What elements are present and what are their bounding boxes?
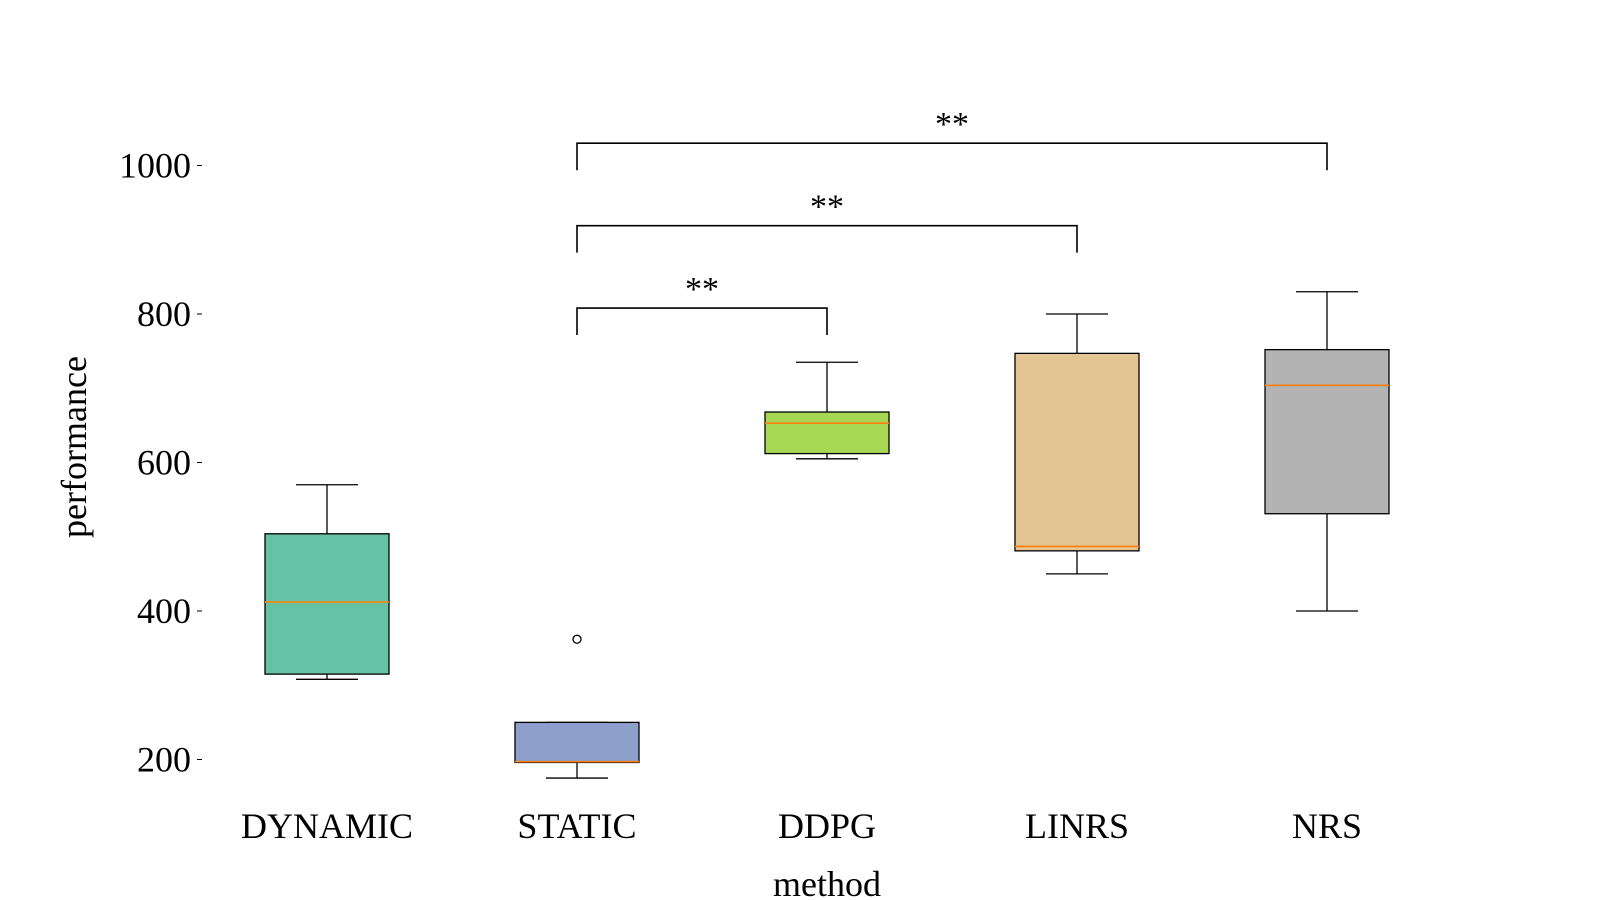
box-dynamic (264, 484, 390, 680)
box-series (264, 291, 1390, 779)
box-nrs (1264, 291, 1390, 612)
iqr-box (1264, 348, 1390, 515)
significance-brackets: ** ** ** (576, 106, 1328, 336)
x-tick-label: STATIC (517, 806, 636, 846)
significance-bracket: ** (576, 271, 828, 336)
iqr-box (514, 721, 640, 764)
significance-label: ** (810, 189, 844, 226)
iqr-box (264, 533, 390, 675)
box-linrs (1014, 313, 1140, 575)
bracket-line (576, 307, 828, 336)
y-tick-label: 800 (137, 294, 191, 334)
box-static (514, 634, 640, 779)
box-ddpg (764, 361, 890, 460)
iqr-box (764, 411, 890, 455)
y-tick-label: 400 (137, 591, 191, 631)
bracket-line (576, 142, 1328, 171)
iqr-box (1014, 352, 1140, 552)
y-axis: 200 400 600 800 1000 (119, 146, 202, 780)
x-axis-labels: DYNAMIC STATIC DDPG LINRS NRS (241, 806, 1362, 846)
y-axis-title: performance (54, 356, 94, 538)
significance-bracket: ** (576, 189, 1078, 253)
y-tick-label: 200 (137, 740, 191, 780)
bracket-line (576, 224, 1078, 253)
y-tick-label: 600 (137, 443, 191, 483)
y-tick-label: 1000 (119, 146, 191, 186)
significance-label: ** (685, 271, 719, 308)
x-tick-label: LINRS (1025, 806, 1129, 846)
x-axis-title: method (773, 864, 881, 900)
x-tick-label: NRS (1292, 806, 1362, 846)
outlier-point (572, 634, 582, 644)
significance-bracket: ** (576, 106, 1328, 171)
x-tick-label: DDPG (778, 806, 876, 846)
significance-label: ** (935, 106, 969, 143)
x-tick-label: DYNAMIC (241, 806, 413, 846)
